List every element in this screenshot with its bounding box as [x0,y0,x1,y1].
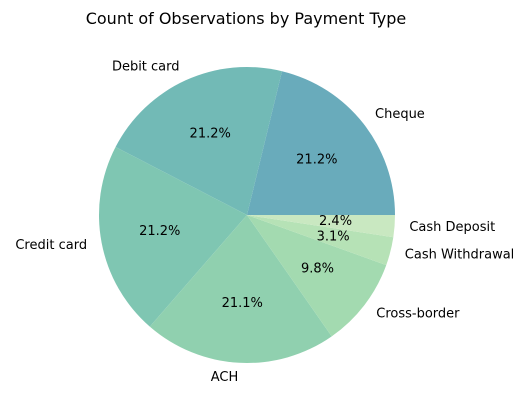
percent-label-cash-deposit: 2.4% [319,214,352,229]
category-labels: Cheque Debit card Credit card ACH Cross-bord… [15,59,514,385]
pie-slice-cheque [247,71,396,215]
pie-slice-credit-card [98,146,247,327]
percent-label-credit-card: 21.2% [139,224,180,239]
category-label-cheque: Cheque [375,107,425,122]
percent-label-cheque: 21.2% [296,153,337,168]
pie-slice-cash-withdrawal [247,215,394,266]
category-label-credit-card: Credit card [15,238,87,253]
chart-title: Count of Observations by Payment Type [86,9,407,28]
pie-slice-cash-deposit [247,215,396,238]
pie-slice-ach [149,215,332,363]
category-label-ach: ACH [211,370,239,385]
percent-label-ach: 21.1% [222,296,263,311]
percent-label-debit-card: 21.2% [190,127,231,142]
pie-slice-cross-border [247,215,387,337]
pie-slice-debit-card [115,67,283,215]
category-label-debit-card: Debit card [112,59,180,74]
percent-labels: 21.2% 21.2% 21.2% 21.1% 9.8% 3.1%2.4% [139,127,352,311]
pie-slices [98,67,396,363]
percent-label-cash-withdrawal: 3.1% [317,229,350,244]
category-label-cash-deposit: Cash Deposit [409,220,495,235]
percent-label-cross-border: 9.8% [301,261,334,276]
category-label-cross-border: Cross-border [376,306,460,321]
category-label-cash-withdrawal: Cash Withdrawal [405,247,514,262]
